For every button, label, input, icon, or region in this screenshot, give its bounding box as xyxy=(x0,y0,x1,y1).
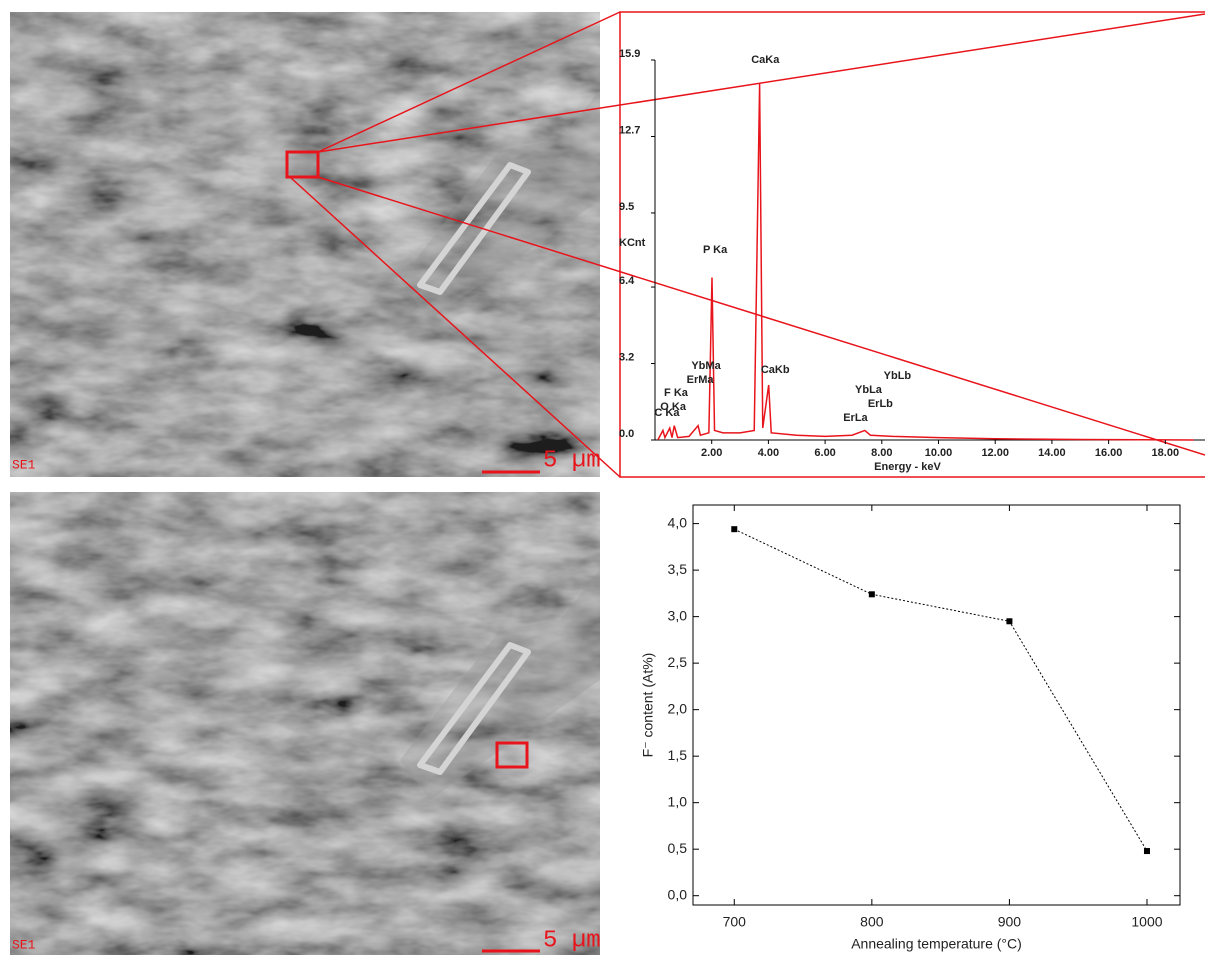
y-tick-label: 0,0 xyxy=(668,886,688,902)
y-tick-label: 1,5 xyxy=(668,747,688,763)
scale-bar-label: 5 µm xyxy=(543,927,601,954)
series-line xyxy=(734,528,1148,852)
peak-label: ErLa xyxy=(843,412,868,424)
y-tick-label: 6.4 xyxy=(619,275,635,287)
sem-image: SE1 5 µm xyxy=(10,492,601,955)
x-tick-label: 14.00 xyxy=(1038,447,1066,459)
x-axis-label: Annealing temperature (°C) xyxy=(851,936,1022,952)
y-tick-label: 2,0 xyxy=(668,700,688,716)
y-tick-label: 1,0 xyxy=(668,793,688,809)
y-tick-label: 0.0 xyxy=(619,428,634,440)
peak-label: C Ka xyxy=(654,407,680,419)
x-tick-label: 18.00 xyxy=(1152,447,1180,459)
y-tick-label: 3,5 xyxy=(668,561,688,577)
x-tick-label: 700 xyxy=(723,914,747,930)
x-tick-label: 6.00 xyxy=(814,447,835,459)
eds-spectrum: 0.0 3.2 6.4 9.5 12.7 15.9 2.00 4.00 6.00 8.00 10.0… xyxy=(619,48,1205,473)
peak-label: CaKa xyxy=(751,54,780,66)
data-point xyxy=(868,591,875,598)
peak-label: ErLb xyxy=(868,398,893,410)
y-tick-label: 0,5 xyxy=(668,840,688,856)
peak-label: CaKb xyxy=(761,364,790,376)
x-tick-label: 900 xyxy=(998,914,1022,930)
peak-label: P Ka xyxy=(703,244,728,256)
y-tick-label: 3,0 xyxy=(668,607,688,623)
sem-image: SE1 5 µm xyxy=(10,12,601,477)
peak-label: F Ka xyxy=(664,387,689,399)
data-point xyxy=(1006,618,1013,625)
image-label: SE1 xyxy=(12,457,36,472)
y-tick-label: 15.9 xyxy=(619,48,640,60)
data-point xyxy=(731,526,738,533)
x-tick-label: 16.00 xyxy=(1095,447,1123,459)
x-axis-label: Energy - keV xyxy=(874,461,941,473)
y-tick-label: 9.5 xyxy=(619,201,634,213)
y-axis-label: F⁻ content (At%) xyxy=(640,653,656,758)
x-tick-label: 1000 xyxy=(1131,914,1162,930)
y-tick-label: 4,0 xyxy=(668,514,688,530)
image-label: SE1 xyxy=(12,937,36,952)
scale-bar-label: 5 µm xyxy=(543,447,601,474)
peak-label: YbMa xyxy=(691,360,721,372)
x-tick-label: 12.00 xyxy=(981,447,1009,459)
x-tick-label: 2.00 xyxy=(701,447,722,459)
x-tick-label: 4.00 xyxy=(758,447,779,459)
line-chart: 0,0 0,5 1,0 1,5 2,0 2,5 3,0 3,5 4,0 700 800 900 1000… xyxy=(640,504,1181,952)
peak-label: YbLa xyxy=(855,384,883,396)
peak-label: YbLb xyxy=(884,370,912,382)
plot-frame xyxy=(692,504,1181,906)
spectrum xyxy=(657,83,1194,441)
x-tick-label: 10.00 xyxy=(925,447,953,459)
data-point xyxy=(1143,848,1150,855)
y-tick-label: 12.7 xyxy=(619,124,640,136)
y-tick-label: 3.2 xyxy=(619,351,634,363)
x-tick-label: 8.00 xyxy=(871,447,892,459)
y-tick-label: 2,5 xyxy=(668,654,688,670)
x-tick-label: 800 xyxy=(860,914,884,930)
y-axis-label: KCnt xyxy=(619,237,646,249)
peak-label: O Ka xyxy=(660,401,687,413)
peak-label: ErMa xyxy=(687,374,715,386)
